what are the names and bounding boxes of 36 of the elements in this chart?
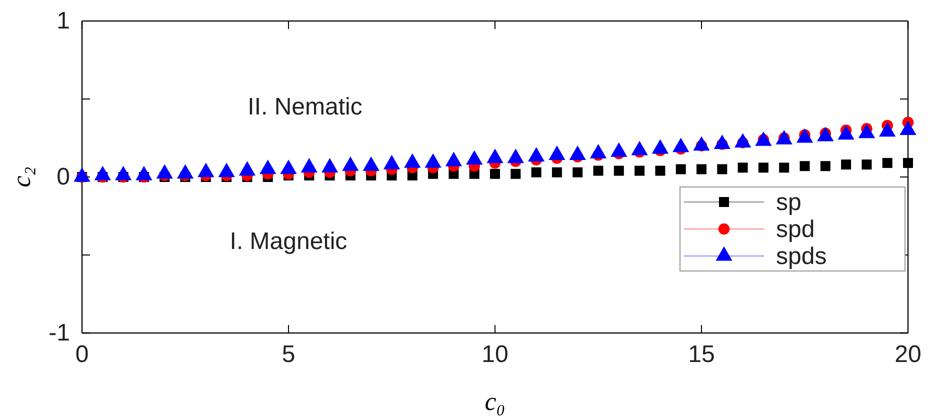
y-axis-title: c₂	[7, 166, 36, 188]
point	[882, 158, 892, 168]
point	[655, 166, 666, 176]
point	[841, 160, 852, 170]
point	[614, 166, 624, 176]
legend-label: spds	[776, 243, 827, 270]
point	[779, 162, 790, 173]
y-tick-label: -1	[48, 320, 70, 347]
y-tick-label: 1	[56, 8, 70, 35]
x-tick-label: 10	[482, 341, 508, 368]
point	[696, 164, 706, 174]
point	[676, 164, 686, 174]
point	[717, 164, 728, 174]
point	[800, 161, 810, 172]
x-tick-label: 0	[75, 341, 89, 368]
point	[862, 160, 872, 170]
x-tick-label: 15	[688, 341, 715, 368]
point	[531, 167, 542, 178]
y-tick-label: 0	[56, 164, 70, 191]
point	[634, 166, 645, 176]
point	[820, 161, 830, 172]
x-axis-title: c₀	[484, 387, 506, 416]
legend-label: sp	[776, 189, 802, 216]
annotation: II. Nematic	[248, 94, 362, 121]
point	[903, 158, 913, 168]
point	[552, 167, 562, 178]
point	[510, 168, 521, 179]
annotation: I. Magnetic	[230, 228, 348, 255]
legend-label: spd	[776, 216, 815, 243]
point	[490, 168, 500, 179]
point	[738, 162, 748, 173]
point	[572, 167, 583, 178]
x-tick-label: 5	[282, 341, 296, 368]
point	[593, 166, 604, 176]
x-tick-label: 20	[894, 341, 922, 368]
point	[758, 162, 768, 173]
